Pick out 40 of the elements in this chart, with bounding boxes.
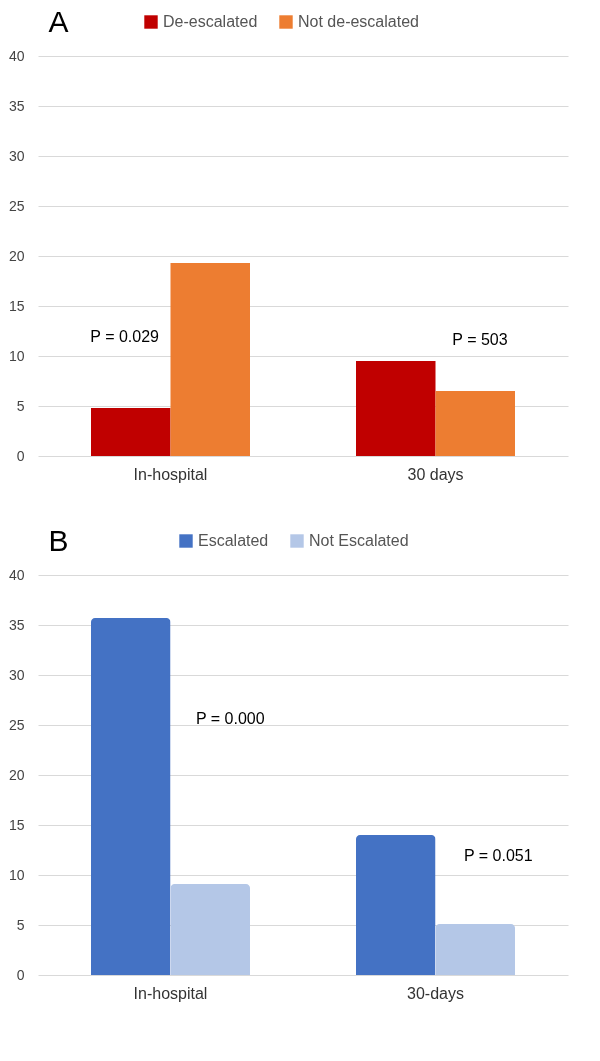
bar [170,263,250,456]
legend-label: Not Escalated [309,532,409,549]
annotation: P = 503 [452,331,508,348]
bar [356,361,436,456]
y-tick-label: 0 [16,447,25,464]
chart-title: A [48,5,69,38]
annotation: P = 0.029 [90,328,160,345]
x-tick-label: In-hospital [133,465,208,483]
bar [91,408,171,456]
y-tick-label: 40 [8,47,25,64]
bar [435,391,515,456]
y-tick-label: 10 [8,347,25,364]
y-tick-label: 15 [8,816,25,833]
y-tick-label: 15 [8,297,25,314]
x-tick-label: 30 days [407,465,464,483]
y-tick-label: 10 [8,866,25,883]
annotation: P = 0.051 [464,847,533,864]
y-tick-label: 20 [8,247,25,264]
legend-label: De-escalated [163,13,258,30]
chart-title: B [48,524,69,557]
y-tick-label: 25 [8,197,25,214]
legend-label: Escalated [198,532,269,549]
x-tick-label: In-hospital [133,984,208,1002]
bar [170,884,250,975]
y-tick-label: 0 [16,966,25,983]
x-tick-label: 30-days [407,984,464,1002]
bar [91,618,171,975]
y-tick-label: 35 [8,616,25,633]
y-tick-label: 25 [8,716,25,733]
bar [435,924,515,975]
y-tick-label: 20 [8,766,25,783]
legend-label: Not de-escalated [298,13,419,30]
y-tick-label: 30 [8,147,25,164]
y-tick-label: 30 [8,666,25,683]
bar [356,835,436,975]
y-tick-label: 5 [16,916,25,933]
y-tick-label: 35 [8,97,25,114]
annotation: P = 0.000 [196,710,265,727]
y-tick-label: 5 [16,397,25,414]
y-tick-label: 40 [8,566,25,583]
